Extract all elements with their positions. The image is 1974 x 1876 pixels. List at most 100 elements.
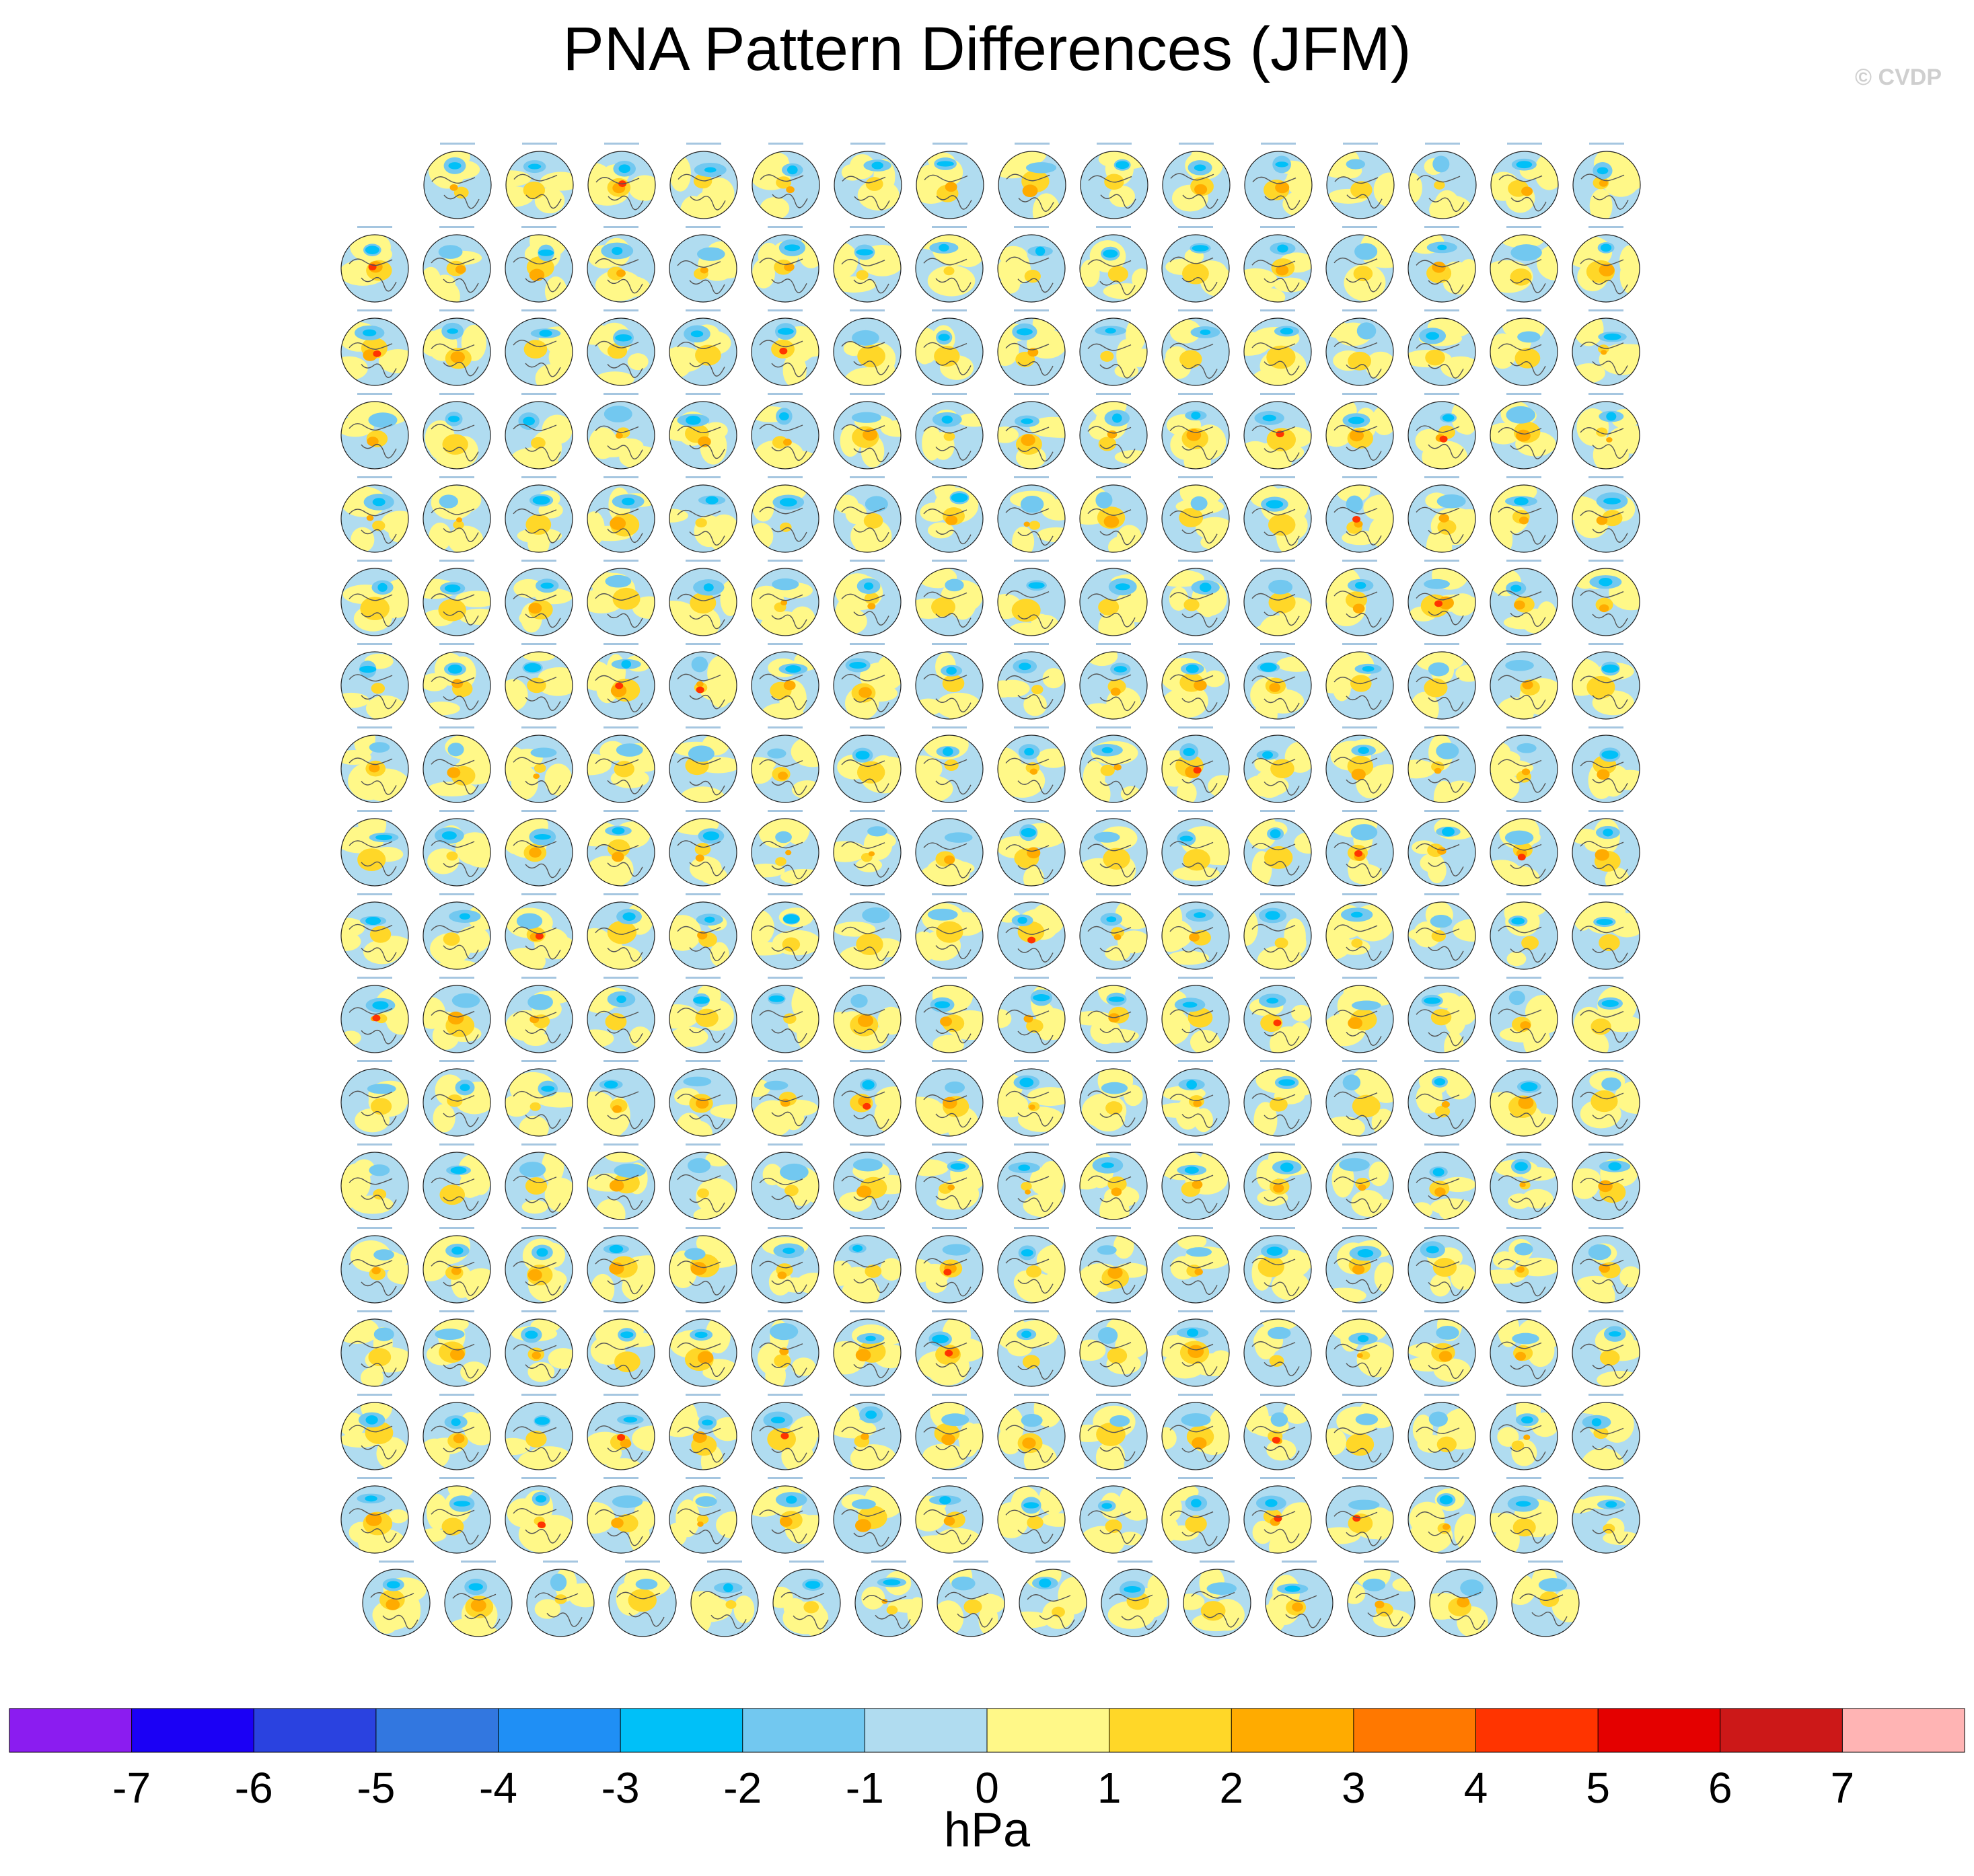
panel-title bbox=[1014, 1477, 1049, 1479]
panel-title bbox=[1014, 309, 1049, 311]
map-panel bbox=[1325, 1477, 1394, 1554]
panel-title bbox=[1506, 977, 1541, 979]
map-border bbox=[1490, 568, 1558, 636]
map-panel bbox=[1080, 143, 1148, 219]
map-border bbox=[833, 234, 902, 303]
panel-title bbox=[1118, 1561, 1153, 1563]
map-border bbox=[1326, 151, 1395, 219]
map-panel bbox=[1183, 1561, 1251, 1637]
map-panel bbox=[1079, 643, 1148, 720]
map-panel bbox=[751, 1227, 819, 1304]
map-panel bbox=[997, 726, 1066, 803]
map-border bbox=[1490, 1068, 1558, 1137]
map-border bbox=[1408, 484, 1476, 553]
map-panel bbox=[587, 476, 655, 553]
map-panel bbox=[997, 977, 1066, 1053]
panel-title bbox=[768, 1227, 803, 1229]
panel-title bbox=[1588, 1227, 1623, 1229]
map-panel bbox=[587, 1060, 655, 1137]
map-border bbox=[1161, 1485, 1230, 1554]
panel-title bbox=[850, 560, 885, 562]
map-panel bbox=[505, 810, 573, 887]
map-border bbox=[1243, 651, 1312, 720]
map-border bbox=[1243, 1235, 1312, 1304]
map-panel bbox=[444, 1561, 513, 1637]
map-border bbox=[1490, 401, 1558, 470]
map-border bbox=[1490, 1152, 1558, 1220]
map-border bbox=[1161, 735, 1230, 803]
colorbar-tick-label: 4 bbox=[1464, 1764, 1488, 1812]
panel-title bbox=[1260, 476, 1295, 478]
panel-title bbox=[932, 560, 967, 562]
map-border bbox=[1243, 1068, 1312, 1137]
panel-title bbox=[1096, 1060, 1131, 1062]
map-border bbox=[1572, 151, 1641, 219]
map-border bbox=[587, 1152, 655, 1220]
panel-title bbox=[1014, 1310, 1049, 1312]
map-border bbox=[751, 1485, 819, 1554]
map-border bbox=[1490, 901, 1558, 970]
map-border bbox=[526, 1569, 595, 1637]
map-panel bbox=[916, 143, 984, 219]
panel-title bbox=[1178, 1060, 1213, 1062]
map-panel bbox=[1572, 977, 1640, 1053]
map-border bbox=[1572, 651, 1640, 720]
map-panel bbox=[587, 560, 655, 636]
map-border bbox=[1079, 651, 1148, 720]
map-border bbox=[1161, 1152, 1230, 1220]
colorbar-swatch bbox=[254, 1709, 377, 1752]
panel-title bbox=[686, 143, 721, 145]
panel-title bbox=[439, 560, 474, 562]
panel-title bbox=[1425, 143, 1460, 145]
map-panel bbox=[1490, 893, 1558, 970]
map-border bbox=[669, 234, 737, 303]
map-panel bbox=[669, 1310, 737, 1387]
map-border bbox=[690, 1569, 759, 1637]
map-border bbox=[1572, 1068, 1640, 1137]
map-border bbox=[1161, 1068, 1230, 1137]
map-border bbox=[1079, 1402, 1148, 1470]
map-panel bbox=[505, 309, 573, 386]
map-border bbox=[997, 568, 1066, 636]
panel-title bbox=[1588, 226, 1623, 228]
panel-title bbox=[1178, 393, 1213, 395]
map-border bbox=[1080, 151, 1148, 219]
panel-title bbox=[1260, 1477, 1295, 1479]
map-border bbox=[1511, 1569, 1580, 1637]
panel-title bbox=[1424, 977, 1459, 979]
map-panel bbox=[1161, 1477, 1230, 1554]
map-border bbox=[423, 735, 491, 803]
panel-title bbox=[357, 1477, 392, 1479]
map-border bbox=[587, 1485, 655, 1554]
map-border bbox=[1079, 985, 1148, 1053]
map-panel bbox=[1161, 1060, 1230, 1137]
panel-title bbox=[1096, 1394, 1131, 1396]
map-border bbox=[669, 1235, 737, 1304]
panel-title bbox=[439, 393, 474, 395]
map-panel bbox=[1161, 1143, 1230, 1220]
panel-title bbox=[1260, 393, 1295, 395]
panel-title bbox=[1588, 1477, 1623, 1479]
map-border bbox=[1079, 484, 1148, 553]
panel-title bbox=[932, 1227, 967, 1229]
map-panel bbox=[751, 643, 819, 720]
map-border bbox=[1408, 651, 1476, 720]
map-panel bbox=[1572, 476, 1640, 553]
map-panel bbox=[1408, 1477, 1476, 1554]
map-panel bbox=[505, 977, 573, 1053]
map-border bbox=[1183, 1569, 1251, 1637]
panel-title bbox=[1342, 1310, 1377, 1312]
map-border bbox=[751, 1068, 819, 1137]
map-panel bbox=[1243, 1143, 1312, 1220]
map-border bbox=[423, 651, 491, 720]
panel-title bbox=[521, 726, 556, 728]
panel-title bbox=[850, 143, 885, 145]
map-border bbox=[340, 651, 409, 720]
panel-title bbox=[357, 810, 392, 812]
panel-title bbox=[1014, 977, 1049, 979]
map-border bbox=[669, 401, 737, 470]
panel-title bbox=[932, 226, 967, 228]
panel-title bbox=[1506, 726, 1541, 728]
panel-title bbox=[604, 893, 638, 895]
